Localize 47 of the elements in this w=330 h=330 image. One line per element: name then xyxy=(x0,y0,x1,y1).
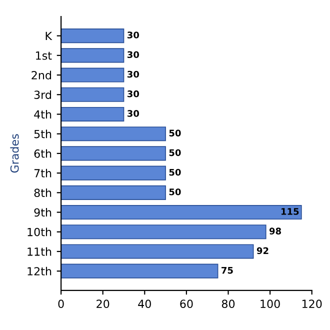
x-tick-label: 60 xyxy=(180,300,193,308)
x-tick-label: 80 xyxy=(222,300,235,308)
x-tick-label: 100 xyxy=(260,300,280,308)
data-label: 30 xyxy=(127,51,140,58)
bar xyxy=(61,244,254,259)
data-label: 98 xyxy=(269,228,282,234)
x-tick-label: 40 xyxy=(138,300,151,308)
y-tick-label: 11th xyxy=(28,247,52,256)
data-label: 30 xyxy=(127,32,140,38)
data-label: 30 xyxy=(127,90,140,98)
y-tick-label: 1st xyxy=(36,52,52,60)
bar xyxy=(61,146,166,161)
y-tick-label: 8th xyxy=(34,188,52,198)
y-tick-label: K xyxy=(46,32,52,40)
data-label: 115 xyxy=(281,208,299,215)
y-tick-label: 3rd xyxy=(34,90,52,100)
bar xyxy=(61,87,124,102)
bar xyxy=(61,126,166,142)
y-tick-label: 10th xyxy=(28,228,52,236)
data-label: 50 xyxy=(169,149,181,156)
y-tick-label: 7th xyxy=(34,168,52,178)
data-label: 50 xyxy=(169,168,181,176)
y-tick-label: 2nd xyxy=(32,70,52,80)
y-tick-label: 5th xyxy=(34,130,52,138)
x-tick-label: 20 xyxy=(96,300,110,308)
data-label: 50 xyxy=(169,130,181,136)
y-tick-label: 12th xyxy=(28,266,52,276)
bar xyxy=(61,28,124,44)
data-label: 30 xyxy=(127,110,140,117)
y-axis-title: Grades xyxy=(10,134,19,173)
data-label: 50 xyxy=(169,188,181,196)
bar xyxy=(61,264,218,278)
bar xyxy=(61,166,166,180)
y-tick-label: 6th xyxy=(34,149,52,158)
bar xyxy=(61,106,124,122)
y-tick-label: 9th xyxy=(34,208,52,217)
y-tick-label: 4th xyxy=(34,110,52,118)
data-label: 30 xyxy=(127,70,140,78)
bar xyxy=(61,204,302,220)
x-tick-label: 120 xyxy=(302,300,322,308)
bar xyxy=(61,224,266,240)
bar xyxy=(61,48,124,63)
bar xyxy=(61,185,166,200)
data-label: 92 xyxy=(256,247,268,254)
x-tick-label: 0 xyxy=(58,300,64,308)
bar xyxy=(61,68,124,82)
data-label: 75 xyxy=(222,266,233,274)
